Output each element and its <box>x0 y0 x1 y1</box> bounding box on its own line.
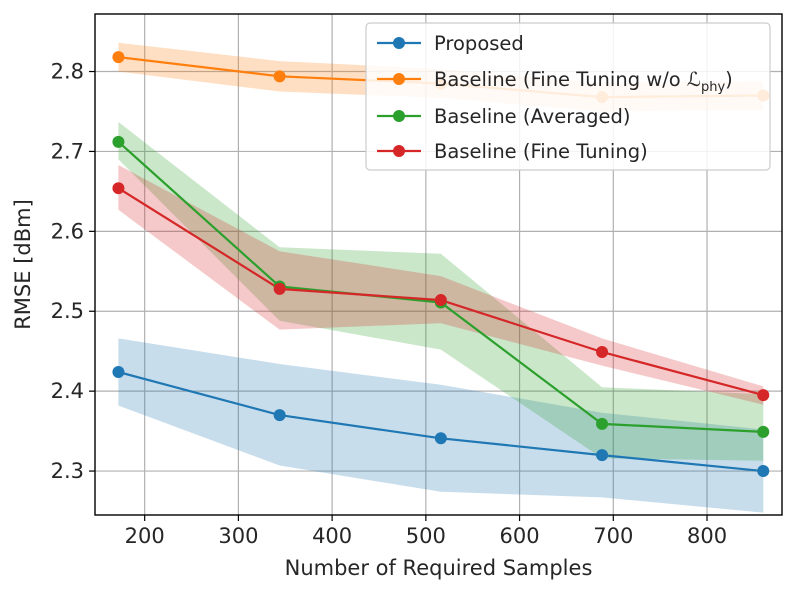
x-axis-ticks: 200 300 400 500 600 700 800 <box>125 515 727 548</box>
y-tick-label: 2.6 <box>51 219 84 243</box>
x-axis-label: Number of Required Samples <box>285 556 593 580</box>
data-point-3-2 <box>434 294 447 307</box>
plot-frame <box>94 13 783 516</box>
x-tick-label: 500 <box>406 524 446 548</box>
x-tick-label: 700 <box>593 524 633 548</box>
x-tick-label: 800 <box>687 524 727 548</box>
legend-label-1: Baseline (Fine Tuning w/o ℒphy) <box>434 68 733 95</box>
grid <box>95 14 782 515</box>
y-tick-label: 2.7 <box>51 139 84 163</box>
data-point-3-0 <box>112 182 125 195</box>
data-point-3-4 <box>757 389 770 402</box>
x-tick-label: 400 <box>312 524 352 548</box>
legend-box <box>365 22 771 171</box>
data-point-1-1 <box>273 70 286 83</box>
x-tick-label: 300 <box>218 524 258 548</box>
data-point-2-4 <box>757 425 770 438</box>
data-point-2-3 <box>596 417 609 430</box>
x-tick-label: 200 <box>125 524 165 548</box>
data-point-0-4 <box>757 465 770 478</box>
data-point-3-3 <box>596 345 609 358</box>
legend-marker-2 <box>393 110 405 122</box>
data-point-0-3 <box>596 449 609 462</box>
x-tick-label: 600 <box>500 524 540 548</box>
y-axis-label: RMSE [dBm] <box>11 199 35 330</box>
legend-label-0: Proposed <box>434 32 524 55</box>
data-point-0-1 <box>273 409 286 422</box>
data-point-1-0 <box>112 51 125 64</box>
legend-marker-3 <box>393 145 405 157</box>
confidence-band-0 <box>118 338 764 513</box>
legend-label-3: Baseline (Fine Tuning) <box>434 140 648 163</box>
legend-marker-1 <box>393 73 405 85</box>
legend: Proposed Baseline (Fine Tuning w/o ℒphy) B… <box>365 22 771 171</box>
y-tick-label: 2.5 <box>51 299 84 323</box>
data-point-2-0 <box>112 135 125 148</box>
y-tick-label: 2.3 <box>51 459 84 483</box>
confidence-band-3 <box>118 165 764 405</box>
y-tick-label: 2.4 <box>51 379 84 403</box>
y-tick-label: 2.8 <box>51 60 84 84</box>
y-axis-ticks: 2.3 2.4 2.5 2.6 2.7 2.8 <box>51 60 95 483</box>
data-point-3-1 <box>273 282 286 295</box>
legend-marker-0 <box>393 37 405 49</box>
confidence-band-2 <box>118 121 764 461</box>
data-point-0-0 <box>112 365 125 378</box>
data-point-0-2 <box>434 432 447 445</box>
legend-label-2: Baseline (Averaged) <box>434 105 631 128</box>
